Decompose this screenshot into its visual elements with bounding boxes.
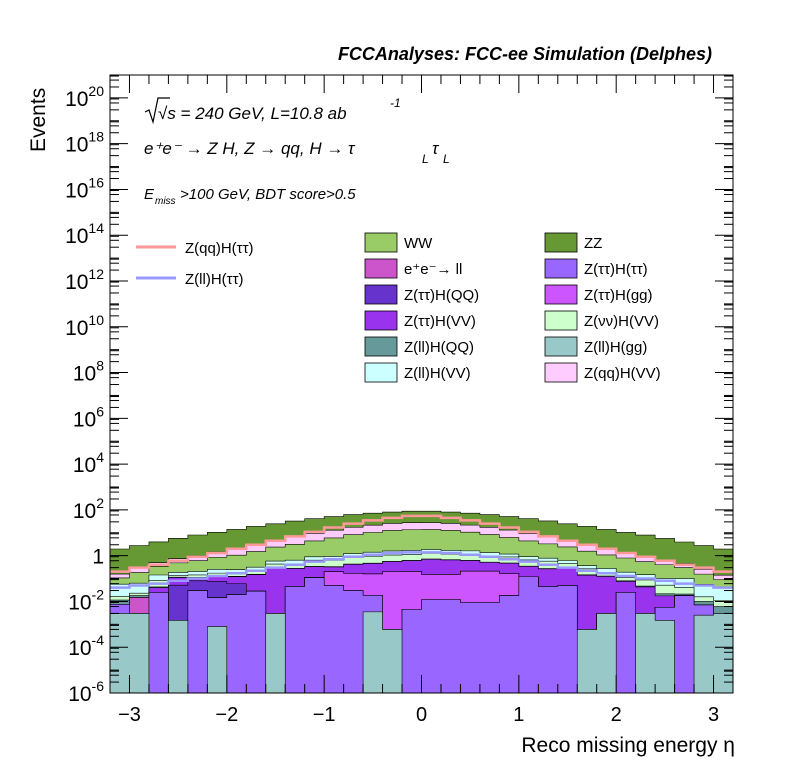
legend-label-z-qq-h: Z(qq)H(ττ) (185, 240, 254, 257)
line-z-qq-h (110, 514, 733, 573)
legend-swatch-z-h-gg (544, 284, 578, 305)
legend-label-z-qq-h-vv: Z(qq)H(VV) (584, 365, 661, 382)
legend-swatch-ww (364, 232, 398, 253)
sqrt-icon (144, 97, 170, 125)
legend-label-zz: ZZ (584, 235, 602, 252)
legend-swatch-z-h (544, 258, 578, 279)
x-tick-label: 1 (513, 704, 524, 726)
legend-swatch-e-e-ll (364, 258, 398, 279)
y-tick-label: 102 (73, 495, 104, 523)
legend-label-z-ll-h-gg: Z(ll)H(gg) (584, 339, 647, 356)
annotation-selection-text: >100 GeV, BDT score>0.5 (180, 186, 356, 203)
x-tick-label: −1 (313, 704, 336, 726)
legend-swatch-z-h-qq (364, 284, 398, 305)
y-axis: 10-6 10-4 10-2 1 102 104 106 108 1010 1012 1014 101… (65, 75, 733, 706)
legend-label-z-ll-h-vv: Z(ll)H(VV) (404, 365, 471, 382)
legend-swatch-z-qq-h-vv (544, 362, 578, 383)
y-tick-label: 10-2 (68, 586, 104, 614)
annotation-energy-exp: -1 (390, 96, 401, 110)
legend-swatch-z-ll-h-gg (544, 336, 578, 357)
y-tick-label: 10-6 (68, 678, 104, 706)
annotation-energy-text: √s = 240 GeV, L=10.8 ab (158, 104, 347, 123)
x-axis: −3 −2 −1 0 1 2 3 (109, 75, 734, 726)
y-tick-label: 106 (73, 403, 104, 431)
y-tick-label: 104 (73, 449, 104, 477)
legend-label-e-e-ll: e⁺e⁻→ ll (404, 261, 462, 278)
x-tick-label: 3 (708, 704, 719, 726)
legend-label-z-h-gg: Z(ττ)H(gg) (584, 287, 653, 304)
legend-swatch-z-h-vv (364, 310, 398, 331)
histogram-bars (109, 510, 734, 694)
annotation-selection-sub: miss (155, 196, 176, 207)
annotation-process-text: e⁺e⁻ → Z H, Z → qq, H → τ (144, 139, 356, 158)
legend-signals: Z(qq)H(ττ) Z(ll)H(ττ) (136, 240, 254, 288)
legend-label-z-h-vv: Z(νν)H(VV) (584, 313, 659, 330)
line-z-ll-h (110, 551, 733, 589)
signal-lines (110, 514, 733, 589)
y-tick-label: 1012 (65, 266, 104, 294)
y-tick-label: 108 (73, 358, 104, 386)
legend-label-ww: WW (404, 235, 433, 252)
annotation-selection: E miss >100 GeV, BDT score>0.5 (144, 186, 356, 207)
legend-swatch-z-ll-h-qq (364, 336, 398, 357)
annotation-process: e⁺e⁻ → Z H, Z → qq, H → τ L τ L (144, 139, 450, 166)
annotation-process-sub-2: L (443, 152, 450, 166)
annotation-energy: √s = 240 GeV, L=10.8 ab -1 (144, 96, 401, 125)
y-tick-label: 10-4 (68, 632, 104, 660)
legend-label-z-ll-h: Z(ll)H(ττ) (185, 271, 244, 288)
legend-label-z-h: Z(ττ)H(ττ) (584, 261, 648, 278)
y-tick-label: 1 (92, 546, 104, 569)
y-tick-label: 1016 (65, 174, 104, 202)
legend-label-z-h-qq: Z(ττ)H(QQ) (404, 287, 479, 304)
x-tick-label: −3 (118, 704, 141, 726)
annotation-selection-var: E (144, 186, 155, 203)
legend-backgrounds: WW ZZ e⁺e⁻→ ll Z(ττ)H(ττ) Z(ττ)H(QQ) Z(ττ)H(g… (364, 232, 661, 383)
y-axis-label: Events (27, 88, 50, 152)
chart-title: FCCAnalyses: FCC-ee Simulation (Delphes) (338, 44, 712, 64)
x-axis-label: Reco missing energy η (521, 734, 735, 757)
annotation-process-sub-1: L (422, 152, 429, 166)
x-tick-label: 2 (611, 704, 622, 726)
x-tick-label: 0 (416, 704, 427, 726)
legend-swatch-z-ll-h-vv (364, 362, 398, 383)
legend-label-z-h-vv: Z(ττ)H(VV) (404, 313, 476, 330)
y-tick-label: 1018 (65, 129, 104, 157)
y-tick-label: 1020 (65, 83, 104, 111)
legend-swatch-z-h-vv (544, 310, 578, 331)
x-tick-label: −2 (215, 704, 238, 726)
y-tick-label: 1014 (65, 220, 104, 248)
legend-swatch-zz (544, 232, 578, 253)
y-tick-label: 1010 (65, 312, 104, 340)
annotation-process-tau-2: τ (432, 139, 440, 158)
legend-label-z-ll-h-qq: Z(ll)H(QQ) (404, 339, 474, 356)
